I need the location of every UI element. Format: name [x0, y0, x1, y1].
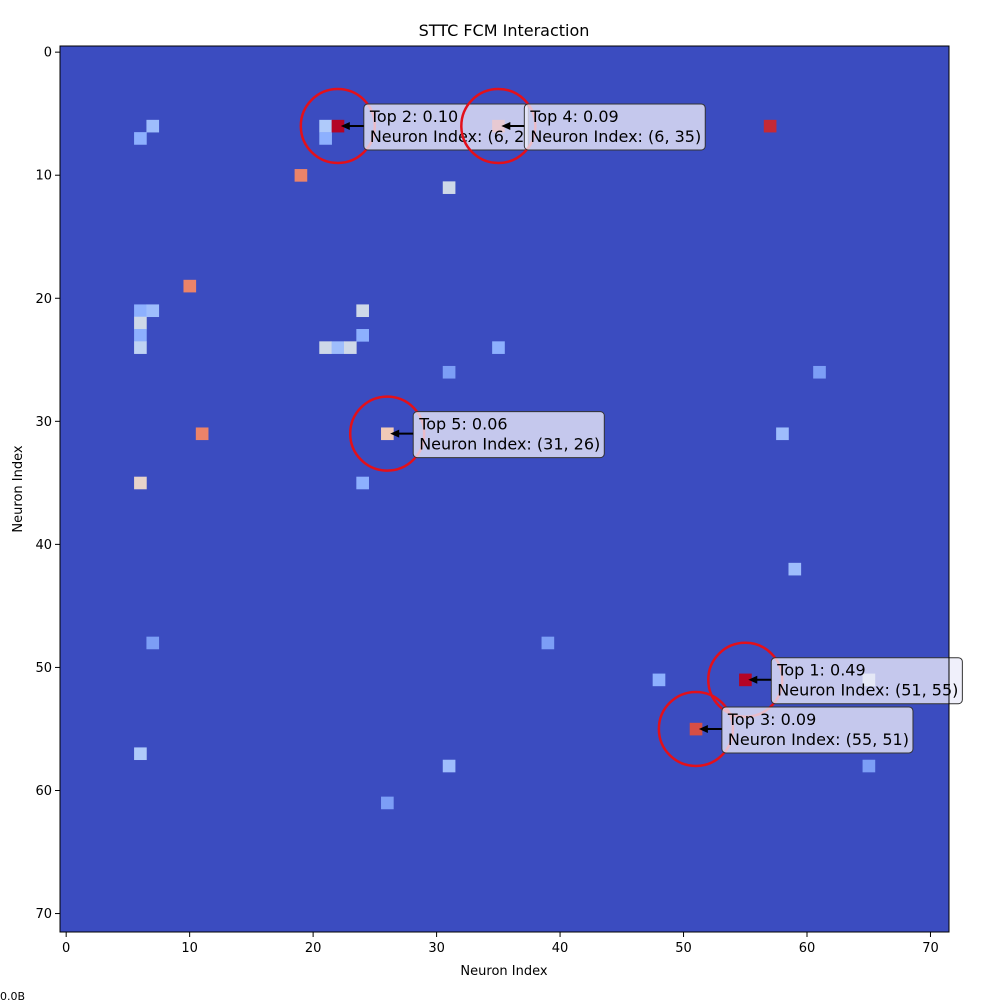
- heatmap-cell: [813, 365, 826, 379]
- annotation-label: Top 1: 0.49: [776, 661, 865, 680]
- annotation-index: Neuron Index: (6, 35): [530, 127, 701, 146]
- heatmap-cell: [319, 119, 332, 133]
- x-tick-label: 0: [62, 941, 70, 956]
- heatmap-cell: [652, 673, 666, 687]
- heatmap-cell: [319, 132, 332, 145]
- arrow-head: [340, 121, 350, 130]
- y-tick-label: 30: [35, 415, 52, 430]
- y-tick-label: 20: [35, 292, 52, 307]
- heatmap-cell: [381, 427, 394, 441]
- heatmap-cell: [134, 476, 147, 490]
- annotation-index: Neuron Index: (55, 51): [728, 730, 909, 749]
- x-tick-label: 20: [305, 941, 322, 956]
- x-tick-label: 30: [428, 941, 445, 956]
- y-axis-label: Neuron Index: [11, 445, 26, 532]
- heatmap-cell: [343, 341, 357, 354]
- arrow-head: [501, 121, 511, 130]
- heatmap-cell: [134, 304, 147, 318]
- heatmap-cell: [356, 476, 369, 490]
- heatmap-cell: [319, 341, 332, 354]
- heatmap-cell: [788, 562, 802, 576]
- x-tick-label: 10: [181, 941, 198, 956]
- heatmap-cell: [331, 119, 345, 133]
- heatmap-cell: [442, 365, 456, 379]
- heatmap-cell: [862, 759, 876, 773]
- heatmap-cell: [442, 759, 456, 773]
- y-tick-label: 40: [35, 538, 52, 553]
- y-tick-label: 50: [35, 661, 52, 676]
- heatmap-cell: [134, 132, 147, 145]
- heatmap-cell: [763, 119, 777, 133]
- heatmap-cell: [183, 279, 197, 293]
- arrow-head: [748, 675, 758, 684]
- heatmap-cell: [195, 427, 209, 441]
- heatmap-cell: [492, 341, 505, 354]
- heatmap-background: [60, 46, 949, 932]
- x-tick-label: 50: [675, 941, 692, 956]
- heatmap-cell: [442, 181, 456, 194]
- y-tick-label: 70: [35, 907, 52, 922]
- heatmap-cells: [134, 119, 876, 810]
- annotation-index: Neuron Index: (31, 26): [419, 435, 600, 454]
- edge-label: 0.0B: [0, 990, 26, 1003]
- heatmap-cell: [356, 329, 369, 342]
- heatmap-cell: [134, 329, 147, 342]
- annotation-label: Top 5: 0.06: [418, 415, 507, 434]
- heatmap-cell: [356, 304, 369, 318]
- plot-frame: [59, 45, 950, 933]
- x-axis-label: Neuron Index: [460, 964, 547, 979]
- heatmap-cell: [776, 427, 789, 441]
- heatmap-cell: [739, 673, 752, 687]
- annotation-index: Neuron Index: (6, 2: [370, 127, 525, 146]
- heatmap-cell: [146, 304, 160, 318]
- x-tick-label: 40: [552, 941, 569, 956]
- x-tick-label: 60: [799, 941, 816, 956]
- heatmap-cell: [541, 636, 555, 650]
- heatmap-cell: [689, 722, 703, 736]
- y-tick-label: 10: [35, 169, 52, 184]
- y-axis: 0 10 20 30 40 50 60 70: [35, 46, 60, 922]
- heatmap-cell: [294, 169, 308, 182]
- annotation-index: Neuron Index: (51, 55): [777, 681, 958, 700]
- heatmap-cell: [134, 316, 147, 330]
- annotation-label: Top 4: 0.09: [529, 107, 618, 126]
- arrow-head: [390, 429, 400, 438]
- chart-title: STTC FCM Interaction: [419, 21, 590, 40]
- annotation-label: Top 2: 0.10: [369, 107, 458, 126]
- x-axis: 0 10 20 30 40 50 60 70: [62, 932, 939, 956]
- y-tick-label: 0: [44, 46, 52, 61]
- annotation-label: Top 3: 0.09: [727, 710, 816, 729]
- x-tick-label: 70: [922, 941, 939, 956]
- heatmap-cell: [134, 747, 147, 761]
- y-tick-label: 60: [35, 784, 52, 799]
- heatmap-cell: [331, 341, 345, 354]
- heatmap-cell: [134, 341, 147, 354]
- heatmap-cell: [146, 119, 160, 133]
- arrow-head: [698, 724, 708, 733]
- heatmap-cell: [381, 796, 394, 810]
- heatmap-cell: [146, 636, 160, 650]
